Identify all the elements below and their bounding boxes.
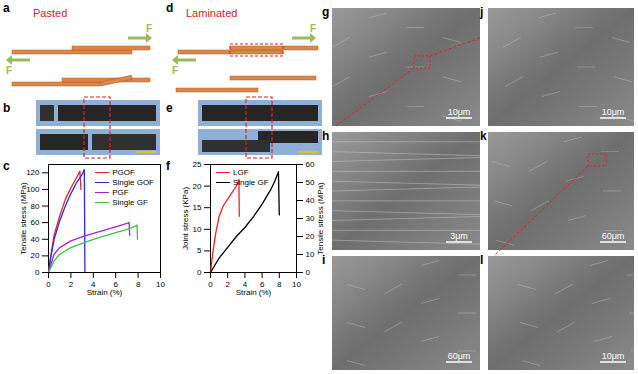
- svg-text:b: b: [3, 101, 10, 115]
- svg-text:h: h: [322, 129, 329, 143]
- svg-text:100: 100: [26, 185, 40, 194]
- svg-text:60: 60: [31, 218, 40, 227]
- svg-text:Tensile stress (MPa): Tensile stress (MPa): [19, 182, 28, 255]
- svg-text:20: 20: [306, 232, 315, 241]
- html-text:Single GOF: Single GOF: [112, 178, 154, 187]
- svg-text:20: 20: [193, 182, 202, 191]
- svg-text:120: 120: [26, 168, 40, 177]
- svg-text:0: 0: [197, 268, 202, 277]
- svg-text:Pasted: Pasted: [33, 7, 67, 19]
- svg-text:0: 0: [208, 280, 213, 289]
- svg-text:k: k: [480, 129, 487, 143]
- svg-text:i: i: [322, 253, 326, 267]
- svg-text:F: F: [146, 23, 152, 34]
- svg-text:F: F: [6, 65, 12, 76]
- svg-text:10μm: 10μm: [448, 107, 471, 117]
- svg-text:6: 6: [113, 280, 118, 290]
- svg-text:F: F: [310, 23, 316, 34]
- svg-text:10: 10: [193, 225, 202, 234]
- svg-text:j: j: [479, 5, 483, 19]
- svg-text:4: 4: [242, 280, 248, 290]
- svg-text:15: 15: [193, 203, 202, 212]
- svg-text:6: 6: [259, 280, 265, 290]
- svg-text:g: g: [322, 5, 329, 19]
- svg-text:2: 2: [225, 280, 230, 289]
- svg-text:l: l: [480, 253, 483, 267]
- svg-text:0: 0: [306, 268, 311, 277]
- svg-text:8: 8: [277, 280, 282, 289]
- svg-text:Strain (%): Strain (%): [236, 288, 272, 297]
- html-text:PGF: PGF: [112, 188, 129, 197]
- svg-text:5: 5: [197, 246, 202, 255]
- svg-text:f: f: [166, 159, 171, 173]
- svg-text:10: 10: [156, 280, 165, 289]
- svg-text:c: c: [3, 159, 10, 173]
- svg-text:80: 80: [31, 202, 40, 211]
- svg-text:Joint stress (KPa): Joint stress (KPa): [181, 187, 190, 250]
- svg-text:d: d: [166, 1, 173, 15]
- svg-text:Tensile stress (MPa): Tensile stress (MPa): [316, 182, 325, 255]
- svg-text:10: 10: [292, 280, 301, 289]
- svg-text:Laminated: Laminated: [186, 7, 237, 19]
- svg-text:10μm: 10μm: [602, 107, 625, 117]
- svg-text:40: 40: [31, 235, 40, 244]
- svg-text:40: 40: [306, 196, 315, 205]
- svg-text:0: 0: [35, 268, 40, 277]
- svg-text:60μm: 60μm: [602, 231, 625, 241]
- svg-text:a: a: [3, 1, 10, 15]
- svg-text:10μm: 10μm: [602, 351, 625, 361]
- svg-text:25: 25: [193, 160, 202, 169]
- html-text:LGF: LGF: [233, 168, 249, 177]
- svg-text:4: 4: [91, 280, 96, 290]
- svg-text:50: 50: [306, 178, 315, 187]
- svg-text:e: e: [166, 101, 173, 115]
- svg-text:20: 20: [31, 251, 40, 260]
- html-text:Single GF: Single GF: [233, 178, 269, 187]
- svg-text:Strain (%): Strain (%): [87, 288, 123, 297]
- html-text:Single GF: Single GF: [112, 198, 148, 207]
- svg-text:F: F: [172, 65, 178, 76]
- svg-text:30: 30: [306, 214, 315, 223]
- svg-text:60: 60: [306, 160, 315, 169]
- svg-text:8: 8: [136, 280, 141, 289]
- svg-text:0: 0: [46, 280, 51, 289]
- svg-text:2: 2: [69, 280, 74, 289]
- svg-text:60μm: 60μm: [448, 351, 471, 361]
- html-text:PGOF: PGOF: [112, 168, 135, 177]
- svg-text:3μm: 3μm: [450, 231, 468, 241]
- svg-text:10: 10: [306, 250, 315, 259]
